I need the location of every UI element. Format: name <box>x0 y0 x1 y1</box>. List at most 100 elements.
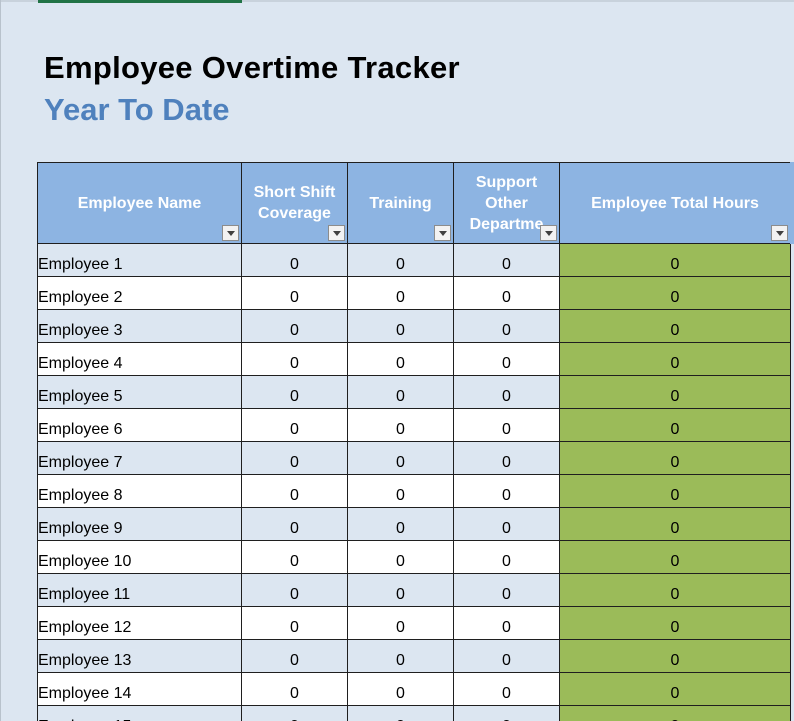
cell-employee-total-hours[interactable]: 0 <box>559 705 791 721</box>
header-support-other-departments: Support Other Departme <box>453 162 560 244</box>
cell-support-other-departments[interactable]: 0 <box>453 507 560 541</box>
cell-support-other-departments[interactable]: 0 <box>453 375 560 409</box>
cell-employee-name[interactable]: Employee 2 <box>37 276 242 310</box>
filter-dropdown-icon[interactable] <box>222 225 239 241</box>
cell-training[interactable]: 0 <box>347 573 454 607</box>
cell-short-shift-coverage[interactable]: 0 <box>241 540 348 574</box>
header-short-shift-coverage: Short Shift Coverage <box>241 162 348 244</box>
cell-support-other-departments[interactable]: 0 <box>453 276 560 310</box>
cell-employee-total-hours[interactable]: 0 <box>559 606 791 640</box>
cell-training[interactable]: 0 <box>347 342 454 376</box>
header-row: Employee Name Short Shift Coverage Train… <box>37 162 791 244</box>
cell-training[interactable]: 0 <box>347 243 454 277</box>
cell-training[interactable]: 0 <box>347 408 454 442</box>
cell-training[interactable]: 0 <box>347 540 454 574</box>
cell-employee-name[interactable]: Employee 5 <box>37 375 242 409</box>
cell-support-other-departments[interactable]: 0 <box>453 573 560 607</box>
cell-support-other-departments[interactable]: 0 <box>453 474 560 508</box>
cell-employee-name[interactable]: Employee 4 <box>37 342 242 376</box>
cell-short-shift-coverage[interactable]: 0 <box>241 573 348 607</box>
table-row: Employee 14 0 0 0 0 <box>37 672 791 706</box>
cell-support-other-departments[interactable]: 0 <box>453 705 560 721</box>
header-label: Employee Total Hours <box>591 194 759 212</box>
cell-training[interactable]: 0 <box>347 606 454 640</box>
cell-employee-total-hours[interactable]: 0 <box>559 507 791 541</box>
cell-training[interactable]: 0 <box>347 441 454 475</box>
filter-dropdown-icon[interactable] <box>328 225 345 241</box>
cell-employee-total-hours[interactable]: 0 <box>559 474 791 508</box>
table-row: Employee 12 0 0 0 0 <box>37 606 791 640</box>
cell-training[interactable]: 0 <box>347 276 454 310</box>
cell-employee-name[interactable]: Employee 11 <box>37 573 242 607</box>
filter-dropdown-icon[interactable] <box>540 225 557 241</box>
cell-support-other-departments[interactable]: 0 <box>453 408 560 442</box>
cell-employee-total-hours[interactable]: 0 <box>559 309 791 343</box>
cell-short-shift-coverage[interactable]: 0 <box>241 441 348 475</box>
cell-employee-name[interactable]: Employee 1 <box>37 243 242 277</box>
cell-employee-total-hours[interactable]: 0 <box>559 342 791 376</box>
cell-training[interactable]: 0 <box>347 474 454 508</box>
next-column-header-edge <box>790 162 794 244</box>
cell-short-shift-coverage[interactable]: 0 <box>241 639 348 673</box>
cell-short-shift-coverage[interactable]: 0 <box>241 606 348 640</box>
cell-employee-total-hours[interactable]: 0 <box>559 276 791 310</box>
cell-support-other-departments[interactable]: 0 <box>453 441 560 475</box>
cell-employee-name[interactable]: Employee 6 <box>37 408 242 442</box>
cell-short-shift-coverage[interactable]: 0 <box>241 276 348 310</box>
cell-employee-name[interactable]: Employee 8 <box>37 474 242 508</box>
cell-training[interactable]: 0 <box>347 507 454 541</box>
header-label: Training <box>369 194 432 212</box>
cell-training[interactable]: 0 <box>347 309 454 343</box>
header-label: Support Other Departme <box>469 173 544 233</box>
cell-employee-name[interactable]: Employee 13 <box>37 639 242 673</box>
table-row: Employee 11 0 0 0 0 <box>37 573 791 607</box>
cell-support-other-departments[interactable]: 0 <box>453 309 560 343</box>
cell-employee-total-hours[interactable]: 0 <box>559 540 791 574</box>
cell-employee-total-hours[interactable]: 0 <box>559 375 791 409</box>
cell-employee-total-hours[interactable]: 0 <box>559 573 791 607</box>
cell-short-shift-coverage[interactable]: 0 <box>241 342 348 376</box>
sheet-title: Employee Overtime Tracker <box>44 50 460 85</box>
cell-employee-total-hours[interactable]: 0 <box>559 243 791 277</box>
cell-training[interactable]: 0 <box>347 639 454 673</box>
cell-short-shift-coverage[interactable]: 0 <box>241 309 348 343</box>
cell-employee-name[interactable]: Employee 3 <box>37 309 242 343</box>
cell-employee-name[interactable]: Employee 10 <box>37 540 242 574</box>
cell-support-other-departments[interactable]: 0 <box>453 672 560 706</box>
cell-employee-total-hours[interactable]: 0 <box>559 408 791 442</box>
sheet-subtitle: Year To Date <box>44 92 230 127</box>
cell-support-other-departments[interactable]: 0 <box>453 639 560 673</box>
cell-short-shift-coverage[interactable]: 0 <box>241 507 348 541</box>
header-label: Short Shift Coverage <box>253 184 336 222</box>
cell-employee-total-hours[interactable]: 0 <box>559 639 791 673</box>
cell-training[interactable]: 0 <box>347 705 454 721</box>
cell-employee-total-hours[interactable]: 0 <box>559 672 791 706</box>
cell-employee-name[interactable]: Employee 7 <box>37 441 242 475</box>
cell-short-shift-coverage[interactable]: 0 <box>241 243 348 277</box>
cell-employee-name[interactable]: Employee 12 <box>37 606 242 640</box>
filter-dropdown-icon[interactable] <box>771 225 788 241</box>
cell-support-other-departments[interactable]: 0 <box>453 606 560 640</box>
cell-short-shift-coverage[interactable]: 0 <box>241 474 348 508</box>
cell-employee-total-hours[interactable]: 0 <box>559 441 791 475</box>
cell-employee-name[interactable]: Employee 15 <box>37 705 242 721</box>
cell-support-other-departments[interactable]: 0 <box>453 540 560 574</box>
cell-support-other-departments[interactable]: 0 <box>453 342 560 376</box>
cell-employee-name[interactable]: Employee 14 <box>37 672 242 706</box>
cell-training[interactable]: 0 <box>347 672 454 706</box>
cell-short-shift-coverage[interactable]: 0 <box>241 705 348 721</box>
cell-short-shift-coverage[interactable]: 0 <box>241 375 348 409</box>
cell-training[interactable]: 0 <box>347 375 454 409</box>
filter-dropdown-icon[interactable] <box>434 225 451 241</box>
left-edge <box>0 0 1 721</box>
cell-short-shift-coverage[interactable]: 0 <box>241 408 348 442</box>
cell-short-shift-coverage[interactable]: 0 <box>241 672 348 706</box>
cell-employee-name[interactable]: Employee 9 <box>37 507 242 541</box>
cell-support-other-departments[interactable]: 0 <box>453 243 560 277</box>
header-training: Training <box>347 162 454 244</box>
